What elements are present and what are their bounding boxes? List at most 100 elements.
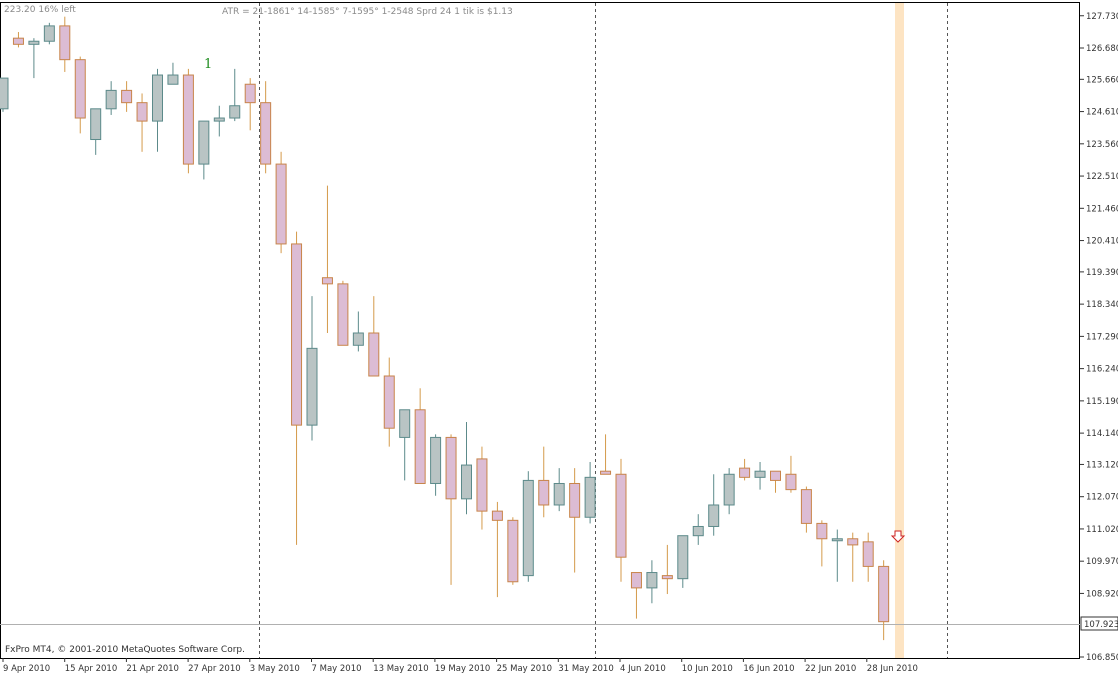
candle-body bbox=[229, 105, 241, 119]
price-tick-label: 127.730 bbox=[1086, 12, 1118, 22]
candle-body bbox=[800, 489, 812, 524]
candle-body bbox=[862, 541, 874, 567]
candle-body bbox=[244, 83, 256, 104]
price-tick-label: 119.390 bbox=[1086, 268, 1118, 278]
candle-body bbox=[630, 572, 642, 589]
candle-body bbox=[491, 510, 503, 521]
candle-body bbox=[522, 479, 534, 577]
candle-body bbox=[337, 283, 349, 346]
candle-body bbox=[816, 522, 828, 540]
plot-frame bbox=[0, 2, 1080, 659]
candle-body bbox=[275, 163, 287, 245]
date-tick-label: 13 May 2010 bbox=[373, 664, 428, 674]
date-axis: 9 Apr 2010 15 Apr 2010 21 Apr 2010 27 Apr 2… bbox=[2, 658, 918, 674]
candle-body bbox=[785, 473, 797, 491]
candle-body bbox=[90, 108, 102, 141]
candle-body bbox=[136, 102, 148, 122]
date-tick-label: 3 May 2010 bbox=[250, 664, 300, 674]
candle-body bbox=[692, 525, 704, 537]
price-tick-label: 121.460 bbox=[1086, 204, 1118, 214]
candle-body bbox=[121, 89, 133, 104]
date-tick-label: 27 Apr 2010 bbox=[188, 664, 241, 674]
candle-body bbox=[569, 482, 581, 518]
price-tick-label: 115.190 bbox=[1086, 397, 1118, 407]
candle-body bbox=[553, 482, 565, 506]
candle-body bbox=[12, 37, 24, 45]
candle-body bbox=[28, 40, 40, 45]
candle-body bbox=[507, 519, 519, 583]
candle-body bbox=[723, 473, 735, 506]
candle-body bbox=[0, 77, 9, 110]
price-tick-label: 111.020 bbox=[1086, 525, 1118, 535]
candle-body bbox=[708, 504, 720, 527]
price-tick-label: 124.610 bbox=[1086, 108, 1118, 118]
price-tick-label: 114.140 bbox=[1086, 429, 1118, 439]
date-tick-label: 28 Jun 2010 bbox=[867, 664, 918, 674]
candle-body bbox=[152, 74, 163, 122]
candle-body bbox=[182, 74, 194, 165]
price-tick-label: 123.560 bbox=[1086, 140, 1118, 150]
candle-body bbox=[831, 538, 843, 542]
candle-body bbox=[739, 467, 751, 478]
price-tick-label: 125.660 bbox=[1086, 75, 1118, 85]
candle-body bbox=[600, 470, 612, 475]
date-tick-label: 16 Jun 2010 bbox=[743, 664, 794, 674]
candle-body bbox=[213, 117, 225, 122]
price-axis: 127.730 126.680 125.660 124.610 123.560 122.5… bbox=[1080, 12, 1118, 663]
candle-body bbox=[770, 470, 781, 481]
date-tick-label: 31 May 2010 bbox=[558, 664, 613, 674]
candle-body bbox=[260, 102, 272, 165]
price-tick-label: 112.070 bbox=[1086, 493, 1118, 503]
info-left-text: 223.20 16% left bbox=[4, 5, 76, 15]
price-tick-label: 109.970 bbox=[1086, 557, 1118, 567]
candle-body bbox=[677, 535, 689, 580]
candle-body bbox=[661, 575, 673, 580]
candle-body bbox=[476, 458, 488, 512]
candle-body bbox=[383, 375, 395, 429]
price-tick-label: 122.510 bbox=[1086, 172, 1118, 182]
candle-body bbox=[399, 409, 411, 438]
candle-body bbox=[847, 538, 859, 546]
candles-group bbox=[0, 16, 890, 641]
annotation-label: 1 bbox=[204, 57, 212, 72]
candle-body bbox=[538, 479, 550, 506]
price-tick-label: 118.340 bbox=[1086, 300, 1118, 310]
price-tick-label: 116.240 bbox=[1086, 365, 1118, 375]
candle-body bbox=[306, 347, 318, 426]
price-tick-label: 113.120 bbox=[1086, 460, 1118, 470]
candle-body bbox=[445, 436, 457, 500]
candle-body bbox=[291, 243, 303, 426]
copyright-text: FxPro MT4, © 2001-2010 MetaQuotes Softwa… bbox=[5, 645, 245, 655]
candle-body bbox=[321, 277, 333, 285]
highlight-vertical-band bbox=[895, 3, 904, 658]
date-tick-label: 4 Jun 2010 bbox=[620, 664, 666, 674]
date-tick-label: 21 Apr 2010 bbox=[126, 664, 179, 674]
candle-body bbox=[59, 25, 71, 61]
date-tick-label: 9 Apr 2010 bbox=[3, 664, 50, 674]
date-tick-label: 25 May 2010 bbox=[497, 664, 552, 674]
candle-body bbox=[352, 332, 364, 346]
date-tick-label: 22 Jun 2010 bbox=[805, 664, 856, 674]
atr-info-text: ATR = 21-1861° 14-1585° 7-1595° 1-2548 S… bbox=[222, 7, 513, 17]
svg-text:107.923: 107.923 bbox=[1084, 620, 1118, 630]
current-price-label: 107.923 bbox=[1080, 616, 1118, 631]
price-tick-label: 108.920 bbox=[1086, 589, 1118, 599]
candle-body bbox=[167, 74, 179, 85]
price-tick-label: 126.680 bbox=[1086, 44, 1118, 54]
candle-body bbox=[368, 332, 380, 377]
price-tick-label: 106.850 bbox=[1086, 653, 1118, 663]
candle-body bbox=[74, 59, 86, 119]
period-separators bbox=[259, 3, 948, 658]
candle-body bbox=[878, 565, 890, 623]
candle-body bbox=[414, 409, 426, 484]
candle-body bbox=[105, 89, 117, 110]
candle-body bbox=[615, 473, 627, 558]
candle-body bbox=[461, 464, 472, 500]
candle-body bbox=[43, 25, 55, 42]
candle-body bbox=[198, 120, 210, 165]
date-tick-label: 10 Jun 2010 bbox=[682, 664, 733, 674]
candle-body bbox=[430, 436, 442, 484]
date-tick-label: 15 Apr 2010 bbox=[65, 664, 118, 674]
